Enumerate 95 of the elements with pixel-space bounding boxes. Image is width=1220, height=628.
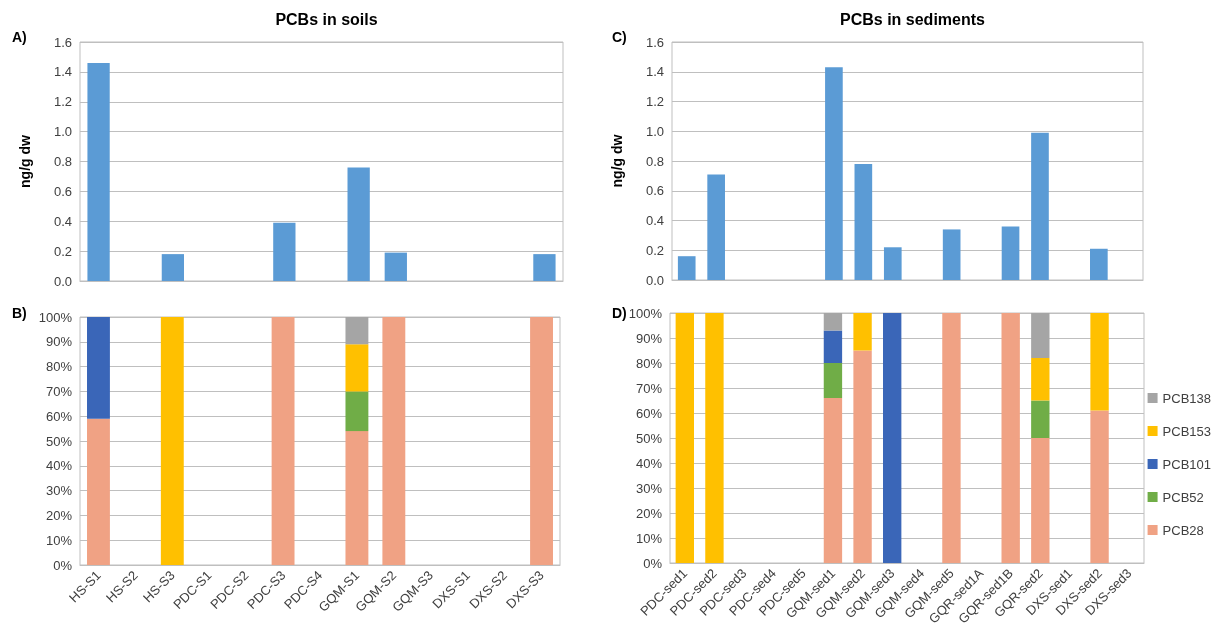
bar — [883, 313, 902, 563]
y-tick-label: 1.2 — [645, 94, 664, 109]
legend-label: PCB153 — [1162, 423, 1211, 439]
y-tick-label: 0.6 — [53, 183, 72, 199]
bar — [1031, 132, 1049, 280]
bar — [87, 62, 110, 281]
bar — [87, 317, 110, 419]
text: A) — [12, 29, 27, 45]
y-tick-label: 0% — [643, 555, 663, 571]
text: B) — [12, 305, 27, 321]
y-tick-label: 20% — [635, 505, 663, 521]
bar — [705, 313, 724, 563]
y-tick-label: 70% — [45, 383, 73, 399]
y-tick-label: 60% — [635, 405, 663, 421]
y-tick-label: 0.4 — [53, 213, 72, 229]
y-tick-label: 1.0 — [645, 123, 664, 139]
y-tick-label: 1.6 — [53, 34, 72, 50]
y-tick-label: 60% — [45, 408, 73, 424]
bar — [677, 256, 696, 280]
bar — [823, 330, 843, 363]
y-axis-title: ng/g dw — [609, 134, 625, 188]
y-tick-label: 90% — [45, 334, 73, 350]
y-tick-label: 90% — [635, 330, 663, 346]
legend-label: PCB101 — [1162, 456, 1211, 472]
y-tick-label: 10% — [45, 532, 73, 548]
legend-label: PCB138 — [1162, 390, 1211, 406]
bar — [1090, 410, 1109, 563]
y-tick-label: 80% — [45, 359, 73, 375]
bar — [853, 350, 872, 563]
y-tick-label: 0% — [53, 557, 73, 573]
bar — [345, 391, 369, 432]
bar — [161, 254, 185, 281]
y-tick-label: 0.4 — [645, 213, 664, 228]
bar — [345, 344, 369, 392]
text: C) — [612, 29, 627, 45]
y-tick-label: 0.0 — [645, 272, 664, 288]
bar — [87, 418, 110, 565]
y-tick-label: 1.2 — [53, 94, 72, 110]
bar — [883, 247, 902, 280]
bar — [382, 317, 406, 565]
bar — [1031, 313, 1050, 358]
bar — [530, 317, 553, 565]
bar — [823, 313, 843, 331]
y-axis-title: ng/g dw — [17, 134, 33, 188]
y-tick-label: 30% — [635, 480, 663, 496]
y-tick-label: 100% — [38, 309, 73, 325]
chart-title: PCBs in sediments — [840, 10, 986, 28]
bar — [273, 222, 296, 281]
y-tick-label: 50% — [635, 430, 663, 446]
bar — [942, 313, 961, 563]
bar — [160, 317, 184, 565]
y-tick-label: 40% — [45, 458, 73, 474]
y-tick-label: 80% — [635, 355, 663, 371]
bar — [1001, 226, 1020, 280]
y-tick-label: 1.6 — [645, 34, 664, 50]
bar — [271, 317, 295, 565]
chart-title: PCBs in soils — [275, 10, 378, 28]
bar — [675, 313, 694, 563]
y-tick-label: 20% — [45, 507, 73, 523]
y-tick-label: 50% — [45, 433, 73, 449]
bar — [384, 252, 407, 281]
y-tick-label: 0.2 — [53, 243, 72, 259]
bar — [1001, 313, 1020, 563]
bar — [942, 229, 961, 280]
bar — [345, 431, 369, 565]
bar — [1031, 400, 1050, 438]
bar — [854, 163, 873, 280]
y-tick-label: 0.6 — [645, 183, 664, 199]
y-tick-label: 10% — [635, 530, 663, 546]
bar — [345, 317, 369, 345]
y-tick-label: 100% — [628, 305, 663, 321]
y-tick-label: 1.0 — [53, 124, 72, 140]
legend-label: PCB28 — [1162, 522, 1204, 538]
bar — [1031, 358, 1050, 401]
legend-label: PCB52 — [1162, 489, 1204, 505]
bar — [1031, 438, 1050, 563]
y-tick-label: 0.0 — [53, 273, 72, 289]
y-tick-label: 30% — [45, 483, 73, 499]
text: D) — [612, 305, 627, 321]
bar — [1090, 313, 1109, 411]
y-tick-label: 0.8 — [645, 153, 664, 169]
y-tick-label: 1.4 — [53, 64, 72, 80]
y-tick-label: 1.4 — [645, 64, 664, 80]
y-tick-label: 70% — [635, 380, 663, 396]
y-tick-label: 0.2 — [645, 242, 664, 258]
bar — [853, 313, 872, 351]
y-tick-label: 0.8 — [53, 154, 72, 169]
bar — [533, 254, 556, 281]
y-tick-label: 40% — [635, 455, 663, 471]
bar — [1090, 248, 1108, 280]
bar — [347, 167, 370, 281]
bar — [825, 67, 843, 280]
bar — [823, 363, 843, 398]
bar — [823, 398, 843, 563]
bar — [707, 174, 725, 280]
